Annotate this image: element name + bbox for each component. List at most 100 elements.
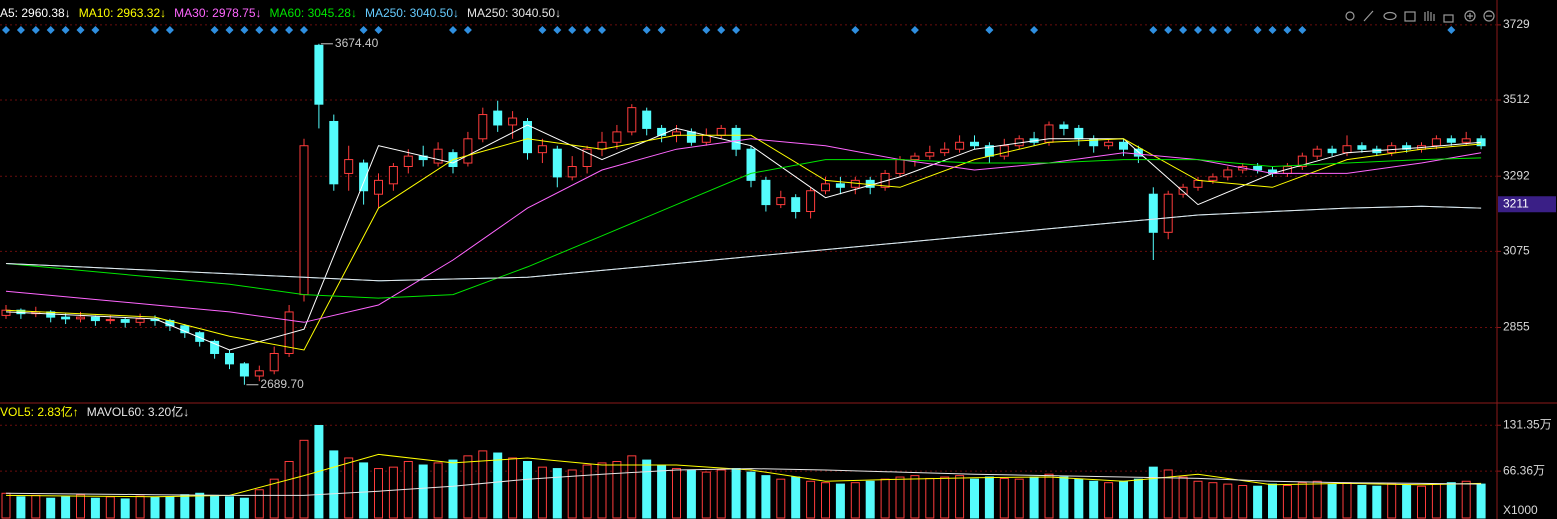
signal-marker: [1179, 26, 1188, 34]
signal-marker: [374, 26, 383, 34]
candle-body: [1074, 127, 1084, 140]
volume-bar: [239, 497, 249, 519]
ma-line: [5, 134, 1482, 351]
volume-bar: [1312, 480, 1322, 519]
legend-entry: MA60: 3045.28↓: [270, 6, 357, 20]
volume-bar: [1, 492, 11, 519]
candle-body: [1193, 179, 1203, 188]
signal-marker: [732, 26, 741, 34]
candle-body: [403, 155, 413, 168]
candle-body: [1104, 141, 1114, 147]
candle-body: [269, 352, 279, 372]
signal-marker: [225, 26, 234, 34]
box-icon[interactable]: [1404, 11, 1416, 22]
signal-marker: [463, 26, 472, 34]
zoom-out-icon[interactable]: [1483, 10, 1495, 22]
draw-icon[interactable]: [1363, 10, 1374, 22]
signal-marker: [151, 26, 159, 34]
candle-body: [537, 145, 547, 154]
zoom-in-plus: [1467, 13, 1473, 19]
volume-bar: [284, 461, 294, 519]
volume-bar: [374, 468, 383, 519]
volume-bar: [225, 496, 234, 519]
toolbar: [1345, 10, 1495, 23]
volume-bar: [1297, 482, 1307, 519]
candle-body: [716, 127, 726, 136]
settings-icon[interactable]: [1345, 11, 1355, 21]
candle-body: [225, 352, 234, 365]
volume-bar: [1133, 478, 1143, 519]
volume-bar: [254, 489, 264, 519]
volume-bar: [1342, 482, 1352, 519]
candle-body: [120, 319, 130, 323]
volume-bar: [552, 468, 562, 519]
signal-marker: [285, 26, 294, 34]
volume-bar: [493, 452, 503, 519]
candle-body: [1357, 145, 1367, 150]
volume-bar: [165, 496, 175, 519]
signal-marker: [583, 26, 592, 34]
candle-body: [1402, 145, 1412, 150]
signal-marker: [16, 26, 25, 34]
candle-body: [746, 148, 756, 181]
volume-bar: [1223, 483, 1233, 519]
candle-body: [925, 152, 935, 157]
candle-body: [597, 141, 607, 150]
volume-bar: [597, 462, 607, 519]
volume-bar: [478, 450, 488, 519]
candle-body: [463, 138, 473, 164]
legend-entry: MA250: 3040.50↓: [467, 6, 561, 20]
candle-body: [582, 148, 592, 168]
volume-bar: [105, 496, 115, 519]
volume-bar: [1163, 469, 1173, 519]
volume-bar: [850, 482, 860, 519]
volume-bar: [1446, 482, 1456, 519]
candle-body: [895, 159, 905, 174]
volume-bar: [1417, 485, 1426, 519]
volume-bar: [955, 475, 965, 519]
volume-bar: [299, 439, 309, 519]
candle-body: [239, 363, 249, 377]
lock-icon[interactable]: [1443, 14, 1454, 23]
legend-entry: A5: 2960.38↓: [0, 6, 71, 20]
candle-body: [835, 183, 845, 188]
y-tick-label: 3075: [1503, 244, 1530, 258]
candle-body: [612, 131, 622, 143]
candle-body: [806, 190, 816, 213]
hand-icon[interactable]: [1424, 11, 1435, 21]
signal-marker: [240, 26, 249, 34]
signal-marker: [165, 26, 174, 34]
candle-body: [970, 141, 979, 147]
volume-bar: [1059, 476, 1069, 519]
signal-marker: [568, 26, 577, 34]
current-price-label: 3211: [1503, 196, 1529, 210]
candle-body: [344, 159, 354, 174]
annotation-label: 2689.70: [260, 377, 304, 391]
legend-entry: MA250: 3040.50↓: [365, 6, 459, 20]
volume-bar: [1357, 485, 1367, 519]
signal-marker: [449, 26, 457, 34]
candle-body: [433, 148, 443, 164]
y-tick-label: 131.35万: [1503, 417, 1552, 431]
view-icon[interactable]: [1383, 11, 1397, 21]
volume-bar: [1044, 473, 1054, 519]
volume-bar: [880, 478, 890, 519]
volume-bar: [1074, 478, 1084, 519]
y-tick-label: 3512: [1503, 92, 1530, 106]
signal-marker: [598, 26, 606, 34]
candle-body: [299, 145, 309, 296]
zoom-in-icon[interactable]: [1464, 10, 1476, 22]
signal-marker: [46, 26, 55, 34]
volume-bar: [627, 455, 637, 519]
volume-bar: [150, 497, 160, 519]
current-price-box: [1498, 196, 1556, 213]
volume-bar: [582, 464, 592, 519]
y-tick-label: 66.36万: [1503, 463, 1545, 477]
volume-bar: [910, 475, 920, 519]
volume-bar: [359, 462, 369, 519]
volume-bar: [1208, 482, 1218, 519]
volume-bar: [865, 480, 875, 519]
volume-bar: [686, 469, 696, 519]
candle-body: [508, 117, 518, 126]
candle-body: [567, 166, 577, 178]
